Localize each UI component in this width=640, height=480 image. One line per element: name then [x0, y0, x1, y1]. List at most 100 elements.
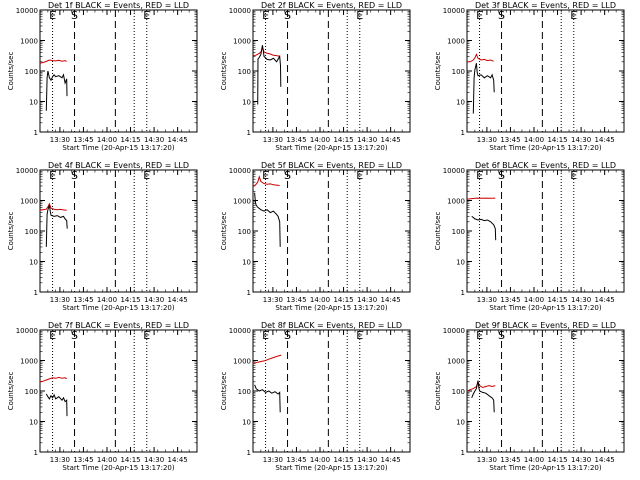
- x-tick-label: 14:15: [120, 136, 140, 144]
- series-line-events: [471, 380, 495, 413]
- x-tick-label: 14:30: [144, 456, 164, 464]
- panel-det-7: Det 7f BLACK = Events, RED = LLD 1 10 100 10…: [7, 321, 198, 472]
- y-tick-label: 10000: [443, 167, 465, 175]
- x-tick-label: 14:30: [357, 136, 377, 144]
- y-tick-label: 10: [242, 419, 251, 427]
- y-tick-label: 10: [456, 419, 465, 427]
- marker-label: E: [49, 9, 56, 22]
- marker-label: E: [356, 169, 363, 182]
- marker-label: E: [262, 169, 269, 182]
- x-tick-label: 14:30: [357, 296, 377, 304]
- x-tick-label: 14:00: [97, 296, 117, 304]
- y-axis-label: Counts/sec: [7, 52, 15, 91]
- y-tick-label: 10: [29, 259, 38, 267]
- x-tick-label: 13:30: [50, 296, 70, 304]
- y-tick-label: 1: [247, 449, 251, 457]
- x-tick-label: 13:45: [73, 136, 93, 144]
- x-tick-label: 14:30: [571, 296, 591, 304]
- panel-det-3: Det 3f BLACK = Events, RED = LLD 1 10 100 10…: [434, 1, 625, 152]
- plot-frame: [39, 9, 198, 133]
- panel-title: Det 2f BLACK = Events, RED = LLD: [261, 1, 402, 10]
- series-line-events: [472, 63, 495, 114]
- series-line-lld: [466, 197, 496, 200]
- series-line-events: [254, 192, 281, 247]
- x-tick-label: 14:45: [381, 456, 401, 464]
- series-line-lld: [39, 59, 67, 64]
- y-axis-label: Counts/sec: [7, 372, 15, 411]
- panel-title: Det 3f BLACK = Events, RED = LLD: [475, 1, 616, 10]
- panel-title: Det 7f BLACK = Events, RED = LLD: [48, 321, 189, 330]
- x-tick-label: 14:30: [571, 136, 591, 144]
- x-tick-label: 14:15: [120, 296, 140, 304]
- marker-label: E: [262, 329, 269, 342]
- marker-label: E: [49, 169, 56, 182]
- y-tick-label: 100: [452, 228, 465, 236]
- panel-det-1: Det 1f BLACK = Events, RED = LLD 1 10 100 10…: [7, 1, 198, 152]
- x-tick-label: 14:45: [381, 296, 401, 304]
- panel-title: Det 1f BLACK = Events, RED = LLD: [48, 1, 189, 10]
- y-tick-label: 1: [34, 289, 38, 297]
- y-tick-label: 1000: [447, 358, 465, 366]
- x-tick-label: 14:00: [310, 456, 330, 464]
- x-tick-label: 14:45: [168, 136, 188, 144]
- plot-frame: [466, 169, 625, 293]
- x-axis-label: Start Time (20-Apr-15 13:17:20): [275, 144, 387, 152]
- y-tick-label: 10000: [443, 7, 465, 15]
- marker-label: E: [49, 329, 56, 342]
- series-line-lld: [252, 46, 280, 57]
- y-tick-label: 1000: [20, 38, 38, 46]
- y-tick-label: 10: [29, 99, 38, 107]
- y-tick-label: 10000: [229, 327, 251, 335]
- x-axis-label: Start Time (20-Apr-15 13:17:20): [275, 464, 387, 472]
- x-tick-label: 13:30: [477, 456, 497, 464]
- marker-label: S: [284, 9, 291, 22]
- marker-label: E: [570, 329, 577, 342]
- x-tick-label: 14:15: [547, 296, 567, 304]
- y-axis-label: Counts/sec: [434, 212, 442, 251]
- x-axis-label: Start Time (20-Apr-15 13:17:20): [275, 304, 387, 312]
- marker-label: S: [498, 329, 505, 342]
- series-line-events: [45, 205, 68, 247]
- panel-det-4: Det 4f BLACK = Events, RED = LLD 1 10 100 10…: [7, 161, 198, 312]
- panel-title: Det 5f BLACK = Events, RED = LLD: [261, 161, 402, 170]
- marker-label: E: [356, 9, 363, 22]
- y-tick-label: 1: [461, 129, 465, 137]
- marker-label: S: [284, 329, 291, 342]
- marker-label: E: [143, 9, 150, 22]
- x-tick-label: 13:45: [286, 456, 306, 464]
- y-tick-label: 1000: [20, 198, 38, 206]
- x-tick-label: 14:45: [595, 136, 615, 144]
- y-tick-label: 10: [456, 99, 465, 107]
- plot-frame: [39, 329, 198, 453]
- x-tick-label: 13:30: [477, 296, 497, 304]
- y-axis-label: Counts/sec: [220, 212, 228, 251]
- marker-label: E: [262, 9, 269, 22]
- x-tick-label: 14:15: [547, 456, 567, 464]
- x-tick-label: 14:00: [524, 296, 544, 304]
- y-tick-label: 1: [461, 289, 465, 297]
- y-tick-label: 1: [461, 449, 465, 457]
- plot-frame: [252, 329, 411, 453]
- marker-label: E: [356, 329, 363, 342]
- x-tick-label: 14:45: [168, 456, 188, 464]
- plot-frame: [252, 9, 411, 133]
- x-tick-label: 14:00: [310, 296, 330, 304]
- x-axis-label: Start Time (20-Apr-15 13:17:20): [62, 144, 174, 152]
- x-tick-label: 14:30: [357, 456, 377, 464]
- series-line-events: [254, 384, 281, 413]
- y-tick-label: 100: [452, 388, 465, 396]
- y-axis-label: Counts/sec: [7, 212, 15, 251]
- series-line-lld: [252, 175, 280, 187]
- series-line-events: [45, 393, 68, 417]
- y-tick-label: 1: [247, 289, 251, 297]
- marker-label: S: [498, 169, 505, 182]
- x-tick-label: 14:00: [97, 456, 117, 464]
- panel-det-8: Det 8f BLACK = Events, RED = LLD 1 10 100 10…: [220, 321, 411, 472]
- panel-title: Det 8f BLACK = Events, RED = LLD: [261, 321, 402, 330]
- x-tick-label: 14:45: [595, 296, 615, 304]
- panel-det-6: Det 6f BLACK = Events, RED = LLD 1 10 100 10…: [434, 161, 625, 312]
- x-tick-label: 13:45: [500, 296, 520, 304]
- series-line-events: [471, 215, 497, 241]
- series-line-lld: [467, 53, 494, 63]
